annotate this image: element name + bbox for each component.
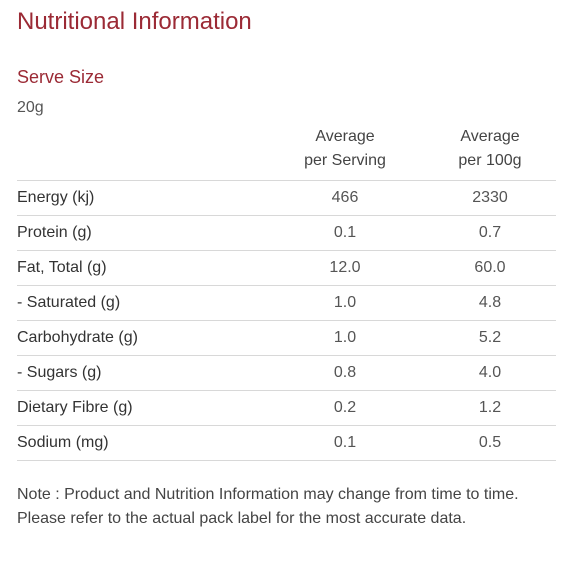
row-label: Protein (g) [17,224,92,241]
cell-value: 4.0 [478,364,502,381]
row-divider [17,390,556,391]
column-header: Average [460,128,520,145]
row-divider [17,250,556,251]
row-label: Energy (kj) [17,189,95,206]
row-label: Fat, Total (g) [17,259,107,276]
row-label: Dietary Fibre (g) [17,399,133,416]
cell-value: 5.2 [478,329,502,346]
cell-value: 466 [331,189,359,206]
row-divider [17,215,556,216]
cell-value: 0.1 [333,224,357,241]
cell-value: 0.1 [333,434,357,451]
row-divider [17,355,556,356]
cell-value: 0.2 [333,399,357,416]
cell-value: 2330 [472,189,508,206]
row-divider [17,425,556,426]
row-divider [17,320,556,321]
serve-size-label: Serve Size [17,67,105,87]
cell-value: 0.5 [478,434,502,451]
row-divider [17,285,556,286]
column-header: per 100g [458,152,522,169]
row-label: Carbohydrate (g) [17,329,138,346]
row-label: - Saturated (g) [17,294,121,311]
column-header: Average [315,128,375,145]
row-divider [17,460,556,461]
note: Note : Product and Nutrition Information… [17,486,519,527]
cell-value: 0.7 [478,224,502,241]
cell-value: 4.8 [478,294,502,311]
row-divider [17,180,556,181]
cell-value: 1.0 [333,294,357,311]
serve-size-value: 20g [17,99,44,116]
cell-value: 0.8 [333,364,357,381]
cell-value: 1.0 [333,329,357,346]
cell-value: 60.0 [474,259,506,276]
cell-value: 1.2 [478,399,502,416]
column-header: per Serving [304,152,386,169]
row-label: - Sugars (g) [17,364,102,381]
title: Nutritional Information [17,8,252,35]
cell-value: 12.0 [329,259,361,276]
row-label: Sodium (mg) [17,434,109,451]
